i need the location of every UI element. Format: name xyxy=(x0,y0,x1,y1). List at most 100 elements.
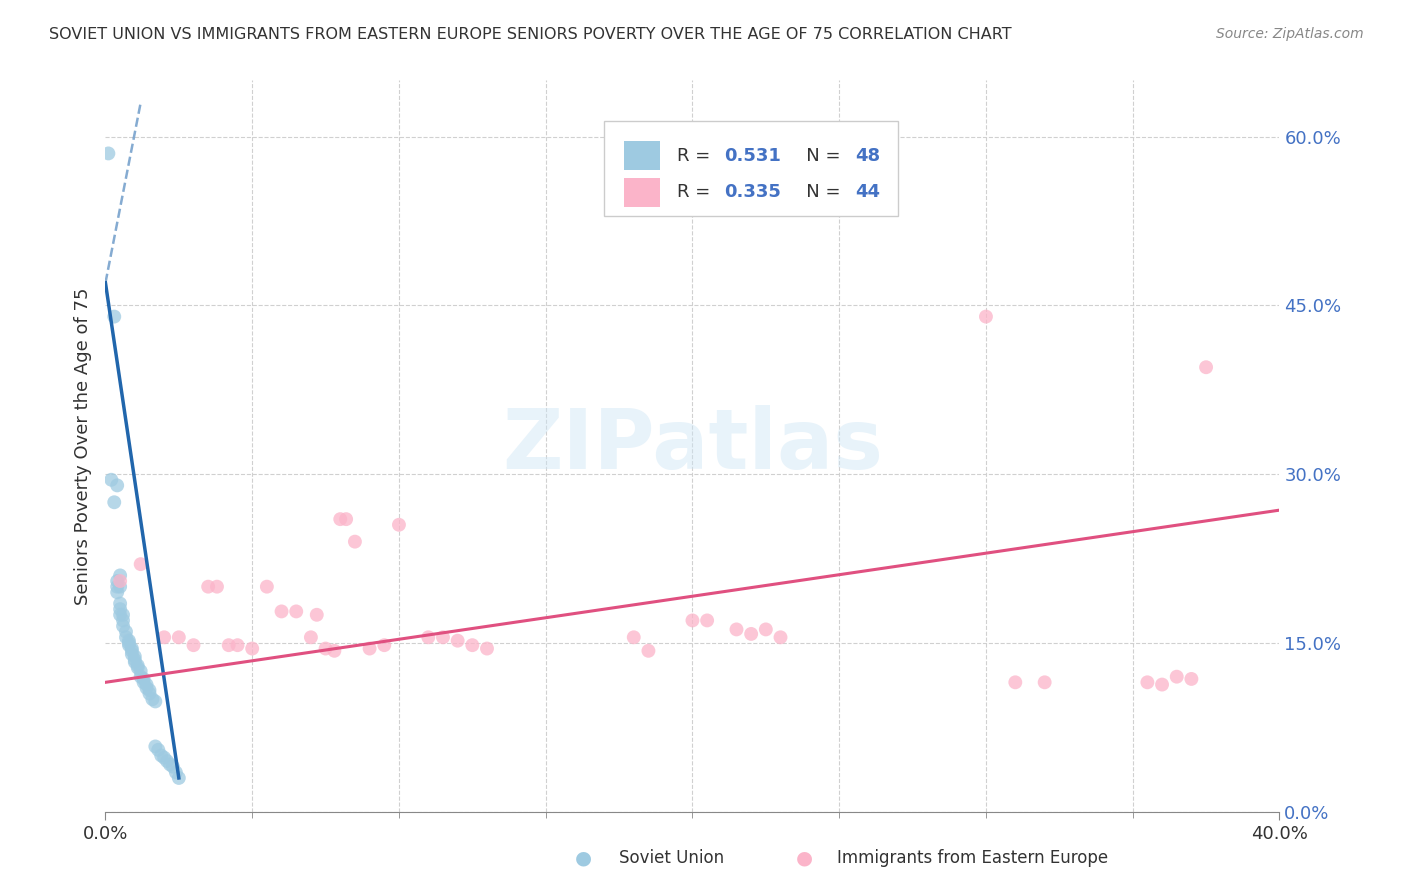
Point xyxy=(108,607,131,622)
Point xyxy=(108,574,131,588)
Point xyxy=(359,641,381,656)
Point xyxy=(240,641,263,656)
FancyBboxPatch shape xyxy=(605,120,898,216)
Point xyxy=(100,473,122,487)
Point xyxy=(343,534,366,549)
Point xyxy=(150,748,173,763)
Point xyxy=(682,614,704,628)
Text: Immigrants from Eastern Europe: Immigrants from Eastern Europe xyxy=(837,849,1108,867)
Point xyxy=(1180,672,1202,686)
Point xyxy=(315,641,337,656)
Point xyxy=(205,580,228,594)
Point xyxy=(143,739,166,754)
Point xyxy=(755,623,778,637)
Point xyxy=(115,630,138,644)
Text: SOVIET UNION VS IMMIGRANTS FROM EASTERN EUROPE SENIORS POVERTY OVER THE AGE OF 7: SOVIET UNION VS IMMIGRANTS FROM EASTERN … xyxy=(49,27,1012,42)
Point xyxy=(1195,360,1218,375)
Point xyxy=(108,602,131,616)
Point xyxy=(103,495,125,509)
Bar xyxy=(624,178,659,207)
Text: N =: N = xyxy=(789,183,846,202)
Point xyxy=(1150,677,1173,691)
Point xyxy=(159,757,181,772)
Point xyxy=(124,649,146,664)
Point xyxy=(1136,675,1159,690)
Point xyxy=(115,624,138,639)
Point xyxy=(112,607,135,622)
Text: ZIPatlas: ZIPatlas xyxy=(502,406,883,486)
Point xyxy=(103,310,125,324)
Point xyxy=(305,607,328,622)
Point xyxy=(447,633,470,648)
Point xyxy=(121,641,143,656)
Point xyxy=(132,672,155,686)
Point xyxy=(418,630,440,644)
Point xyxy=(183,638,205,652)
Point xyxy=(388,517,411,532)
Point xyxy=(121,647,143,661)
Point xyxy=(740,627,762,641)
Text: ●: ● xyxy=(575,848,592,868)
Point xyxy=(105,585,128,599)
Point xyxy=(285,604,308,618)
Point xyxy=(141,692,163,706)
Text: N =: N = xyxy=(789,146,846,165)
Text: 44: 44 xyxy=(856,183,880,202)
Point xyxy=(127,661,149,675)
Point xyxy=(129,557,152,571)
Point xyxy=(108,580,131,594)
Point xyxy=(138,683,160,698)
Point xyxy=(329,512,352,526)
Point xyxy=(696,614,718,628)
Text: R =: R = xyxy=(678,183,716,202)
Point xyxy=(167,771,190,785)
Point xyxy=(112,619,135,633)
Text: R =: R = xyxy=(678,146,716,165)
Point xyxy=(974,310,997,324)
Point xyxy=(156,754,179,768)
Point xyxy=(1033,675,1056,690)
Text: 48: 48 xyxy=(856,146,880,165)
Point xyxy=(105,580,128,594)
Point xyxy=(138,687,160,701)
Point xyxy=(124,655,146,669)
Point xyxy=(135,677,157,691)
Text: Source: ZipAtlas.com: Source: ZipAtlas.com xyxy=(1216,27,1364,41)
Point xyxy=(637,644,659,658)
Point xyxy=(132,675,155,690)
Bar xyxy=(624,141,659,170)
Point xyxy=(129,664,152,678)
Point xyxy=(153,750,176,764)
Point xyxy=(118,636,141,650)
Point xyxy=(256,580,278,594)
Point xyxy=(323,644,346,658)
Text: ●: ● xyxy=(796,848,813,868)
Point xyxy=(118,638,141,652)
Text: 0.335: 0.335 xyxy=(724,183,780,202)
Point xyxy=(129,670,152,684)
Point xyxy=(162,760,184,774)
Point xyxy=(108,597,131,611)
Point xyxy=(725,623,748,637)
Point xyxy=(623,630,645,644)
Point xyxy=(373,638,395,652)
Point xyxy=(143,694,166,708)
Point xyxy=(461,638,484,652)
Point xyxy=(148,743,170,757)
Point xyxy=(127,658,149,673)
Point xyxy=(124,653,146,667)
Point xyxy=(135,681,157,695)
Point xyxy=(153,630,176,644)
Point xyxy=(475,641,498,656)
Text: Soviet Union: Soviet Union xyxy=(619,849,724,867)
Point xyxy=(105,574,128,588)
Point xyxy=(165,765,187,780)
Point xyxy=(112,614,135,628)
Point xyxy=(769,630,792,644)
Point xyxy=(299,630,322,644)
Point xyxy=(1004,675,1026,690)
Text: 0.531: 0.531 xyxy=(724,146,780,165)
Point xyxy=(105,478,128,492)
Point xyxy=(218,638,240,652)
Point xyxy=(118,633,141,648)
